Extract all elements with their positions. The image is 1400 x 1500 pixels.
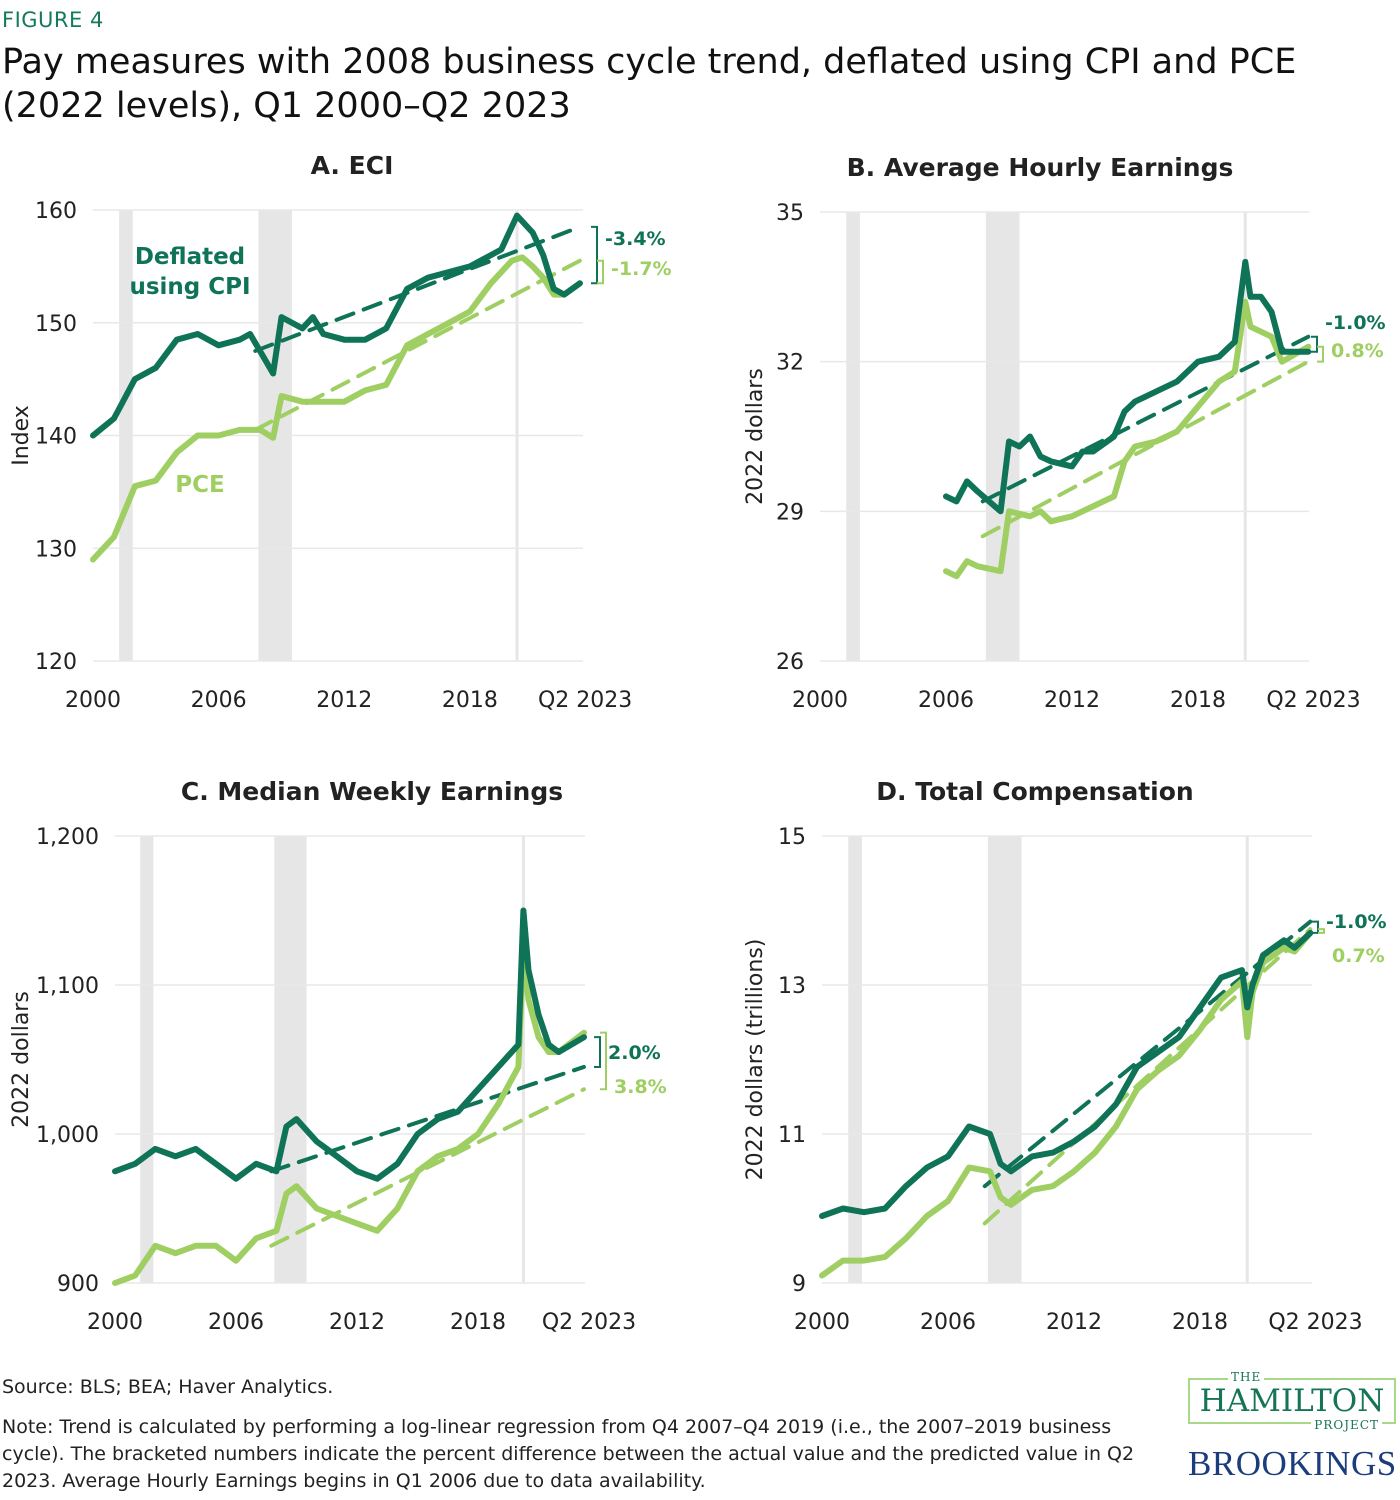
cpi-series-line <box>90 212 583 439</box>
cpi-series-line <box>819 929 1314 1219</box>
recession-band <box>140 836 154 1283</box>
cpi-gap-annotation: -1.0% <box>1325 312 1386 334</box>
x-tick-label: 2000 <box>87 1310 143 1335</box>
pce-series-line <box>90 254 583 563</box>
x-tick-label: 2012 <box>329 1310 385 1335</box>
y-axis-label: 2022 dollars (trillions) <box>743 939 768 1181</box>
cpi-bracket <box>591 225 598 285</box>
pce-bracket <box>1317 345 1324 363</box>
y-tick-label: 1,000 <box>36 1123 99 1148</box>
cpi-trend-line <box>980 334 1311 504</box>
panel-title: D. Total Compensation <box>876 777 1193 806</box>
hamilton-project-logo: THE HAMILTON PROJECT <box>1188 1370 1396 1432</box>
pce-bracket <box>597 259 604 285</box>
x-tick-label: 2012 <box>1044 688 1100 713</box>
pce-series-label: PCE <box>175 472 224 498</box>
x-tick-label: 2000 <box>794 1310 850 1335</box>
x-tick-label: 2006 <box>918 688 974 713</box>
y-axis-label: 2022 dollars <box>743 368 768 505</box>
cpi-bracket <box>594 1036 601 1068</box>
recession-band <box>846 212 860 661</box>
x-tick-label: 2006 <box>208 1310 264 1335</box>
x-tick-label: 2018 <box>1170 688 1226 713</box>
y-tick-label: 160 <box>35 199 77 224</box>
logo-project: PROJECT <box>1311 1418 1382 1432</box>
y-tick-label: 35 <box>776 201 804 226</box>
pce-series-line <box>943 298 1312 580</box>
cpi-gap-annotation: -3.4% <box>605 228 666 250</box>
cpi-trend-line <box>982 919 1313 1189</box>
cpi-bracket <box>1312 920 1319 934</box>
y-tick-label: 13 <box>778 974 806 999</box>
pce-gap-annotation: -1.7% <box>611 258 672 280</box>
cpi-trend-line <box>269 1064 586 1174</box>
cpi-series-line <box>943 258 1312 515</box>
recession-band <box>987 836 1022 1283</box>
cpi-series-label: Deflated <box>135 244 245 270</box>
cpi-gap-annotation: 2.0% <box>608 1042 661 1064</box>
x-tick-label: 2018 <box>442 688 498 713</box>
panel-title: A. ECI <box>311 151 394 180</box>
pce-gap-annotation: 3.8% <box>614 1076 667 1098</box>
pce-gap-annotation: 0.7% <box>1332 945 1385 967</box>
y-tick-label: 140 <box>35 425 77 450</box>
x-tick-label: 2012 <box>1046 1310 1102 1335</box>
x-tick-label: 2018 <box>1172 1310 1228 1335</box>
x-tick-label: 2018 <box>450 1310 506 1335</box>
y-tick-label: 1,200 <box>36 825 99 850</box>
y-axis-label: 2022 dollars <box>9 991 34 1128</box>
x-tick-label: 2006 <box>191 688 247 713</box>
y-tick-label: 15 <box>778 825 806 850</box>
panel-title: C. Median Weekly Earnings <box>181 777 563 806</box>
y-tick-label: 130 <box>35 537 77 562</box>
x-tick-label: 2012 <box>316 688 372 713</box>
y-tick-label: 120 <box>35 650 77 675</box>
cpi-series-label: using CPI <box>129 274 250 300</box>
pce-gap-annotation: 0.8% <box>1331 340 1384 362</box>
x-tick-label: 2006 <box>920 1310 976 1335</box>
hamilton-brookings-logo: THE HAMILTON PROJECT BROOKINGS <box>1188 1370 1397 1484</box>
y-tick-label: 900 <box>57 1272 99 1297</box>
y-axis-label: Index <box>9 405 34 466</box>
figure-title: Pay measures with 2008 business cycle tr… <box>2 42 1297 126</box>
pce-series-line <box>112 944 587 1286</box>
pce-series-line <box>819 929 1314 1279</box>
x-tick-label: 2000 <box>792 688 848 713</box>
panel-title: B. Average Hourly Earnings <box>847 153 1234 182</box>
y-tick-label: 11 <box>778 1123 806 1148</box>
y-tick-label: 29 <box>776 500 804 525</box>
pce-trend-line <box>980 359 1311 539</box>
brookings-logo: BROOKINGS <box>1188 1444 1397 1483</box>
y-tick-label: 1,100 <box>36 974 99 999</box>
y-tick-label: 32 <box>776 351 804 376</box>
cpi-gap-annotation: -1.0% <box>1326 911 1387 933</box>
cpi-bracket <box>1311 335 1318 353</box>
recession-band <box>985 212 1020 661</box>
x-tick-label: Q2 2023 <box>542 1310 636 1335</box>
source-text: Source: BLS; BEA; Haver Analytics. <box>2 1376 334 1398</box>
y-tick-label: 9 <box>792 1272 806 1297</box>
recession-band <box>848 836 862 1283</box>
figure-label: FIGURE 4 <box>2 8 104 32</box>
x-tick-label: Q2 2023 <box>1268 1310 1362 1335</box>
cpi-series-line <box>112 907 587 1182</box>
note-text: Note: Trend is calculated by performing … <box>2 1416 1135 1492</box>
x-tick-label: Q2 2023 <box>1266 688 1360 713</box>
x-tick-label: 2000 <box>65 688 121 713</box>
y-tick-label: 26 <box>776 650 804 675</box>
logo-the: THE <box>1228 1370 1265 1384</box>
y-tick-label: 150 <box>35 312 77 337</box>
pce-bracket <box>600 1031 607 1091</box>
logo-hamilton: HAMILTON <box>1199 1383 1385 1419</box>
x-tick-label: Q2 2023 <box>538 688 632 713</box>
cpi-trend-line <box>253 224 582 353</box>
pce-bracket <box>1318 928 1325 934</box>
